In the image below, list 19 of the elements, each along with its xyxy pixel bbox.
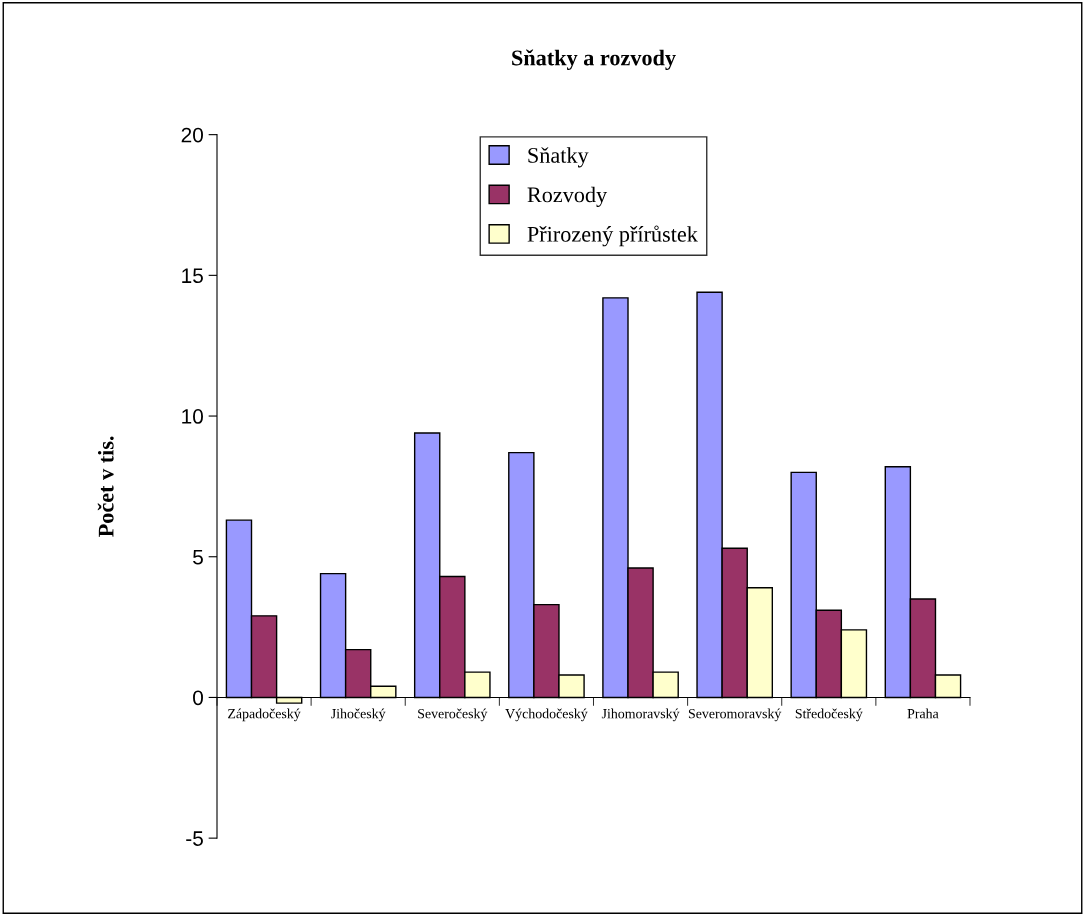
x-tick-label: Severomoravský [688,708,782,722]
x-tick-label: Středočeský [795,708,863,722]
x-tick-label: Jihočeský [331,708,386,722]
legend-label: Sňatky [528,147,589,168]
y-tick-label: 15 [182,268,203,284]
legend-label: Rozvody [527,186,608,207]
y-tick-label: 0 [193,690,203,706]
legend-label: Přirozený přírůstek [527,225,698,247]
chart-title: Sňatky a rozvody [512,49,676,70]
y-tick-label: -5 [186,831,203,846]
y-axis-title: Počet v tis. [97,436,114,537]
x-tick-label: Východočeský [505,708,588,722]
y-tick-label: 5 [193,549,203,565]
x-tick-label: Praha [907,708,939,719]
x-tick-label: Severočeský [418,708,488,722]
y-tick-label: 20 [181,127,203,143]
x-tick-label: Jihomoravský [601,708,680,722]
x-tick-label: Západočeský [228,708,301,722]
y-tick-label: 10 [182,409,203,424]
